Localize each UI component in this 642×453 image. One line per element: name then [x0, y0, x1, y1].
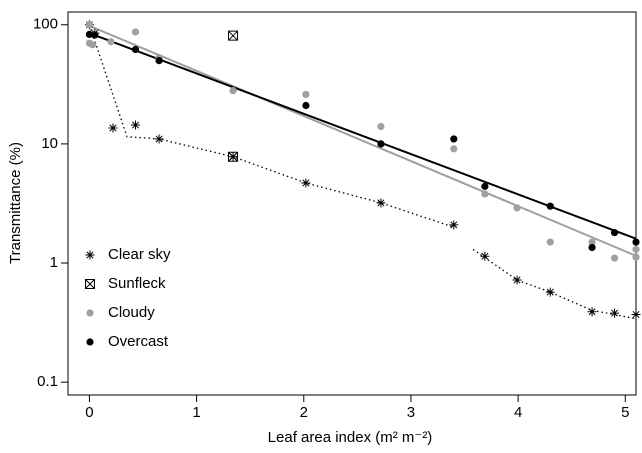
legend-label: Cloudy	[108, 304, 155, 321]
data-point	[154, 134, 164, 144]
data-point	[301, 178, 311, 188]
data-point	[302, 101, 310, 110]
legend-marker	[85, 279, 95, 289]
data-point	[155, 57, 163, 65]
x-tick-label: 4	[514, 404, 522, 421]
data-point	[302, 90, 310, 99]
data-point	[85, 21, 94, 29]
x-tick-label: 0	[85, 404, 93, 421]
data-point	[91, 31, 99, 39]
data-point	[377, 122, 385, 131]
y-tick-label: 0.1	[37, 373, 58, 390]
data-point	[588, 238, 596, 246]
y-tick-label: 10	[41, 135, 58, 152]
data-point	[229, 87, 237, 95]
fit-line	[89, 24, 637, 257]
legend-marker	[85, 250, 95, 260]
x-tick-label: 5	[621, 404, 629, 421]
data-point	[131, 28, 140, 36]
y-tick-label: 100	[33, 16, 58, 33]
data-point	[546, 238, 554, 246]
data-point	[632, 245, 640, 254]
legend-label: Clear sky	[108, 246, 171, 263]
data-point	[588, 243, 596, 252]
data-point	[481, 190, 489, 198]
data-point	[449, 220, 459, 230]
data-point	[610, 254, 619, 262]
data-point	[131, 120, 141, 130]
fit-line	[88, 24, 637, 320]
data-point	[546, 202, 554, 210]
y-tick-label: 1	[50, 254, 58, 271]
data-point	[545, 287, 555, 297]
data-point	[450, 135, 458, 143]
data-point	[450, 145, 458, 153]
fit-line	[89, 32, 637, 240]
data-point	[480, 251, 490, 261]
data-point	[131, 45, 140, 54]
data-point	[512, 275, 522, 285]
data-point	[89, 41, 97, 49]
legend-marker	[86, 338, 94, 346]
data-point	[632, 238, 640, 246]
x-tick-label: 2	[300, 404, 308, 421]
legend-label: Overcast	[108, 333, 169, 350]
data-point	[376, 198, 386, 208]
legend-marker	[86, 309, 94, 317]
x-tick-label: 3	[407, 404, 415, 421]
x-axis-label: Leaf area index (m² m⁻²)	[268, 429, 433, 446]
data-point	[610, 308, 620, 318]
data-point	[632, 253, 640, 261]
data-point	[377, 140, 385, 148]
data-point	[228, 151, 239, 162]
x-tick-label: 1	[192, 404, 200, 421]
data-point	[108, 123, 118, 133]
legend-label: Sunfleck	[108, 275, 166, 292]
data-point	[85, 30, 94, 39]
y-axis-label: Transmittance (%)	[7, 142, 24, 264]
data-point	[481, 182, 489, 190]
data-point	[228, 30, 239, 41]
data-point	[631, 309, 641, 319]
data-point	[587, 307, 597, 317]
data-point	[610, 229, 619, 237]
plot-frame	[67, 11, 637, 396]
data-point	[513, 204, 521, 212]
data-point	[107, 38, 115, 46]
